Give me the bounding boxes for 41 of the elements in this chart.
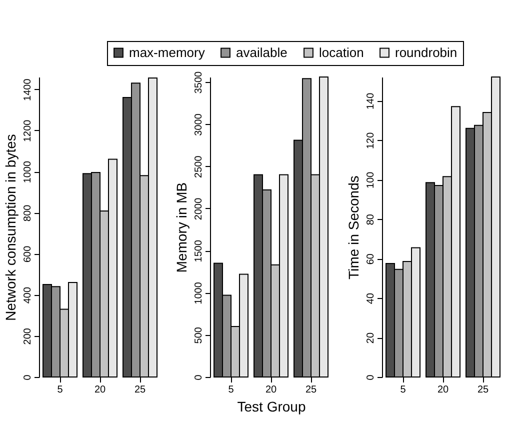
x-axis-title: Test Group <box>237 398 306 414</box>
y-tick-label: 400 <box>22 286 34 304</box>
y-tick-label: 1400 <box>22 78 34 101</box>
y-tick-label: 140 <box>366 92 376 110</box>
y-axis-title: Memory in MB <box>174 182 190 273</box>
legend-label: max-memory <box>129 44 206 60</box>
y-tick-label: 0 <box>366 374 376 380</box>
y-tick-label: 80 <box>366 214 376 226</box>
y-tick-label: 600 <box>22 245 34 263</box>
y-tick-label: 2500 <box>194 155 204 178</box>
y-axis-title: Network consumption in bytes <box>2 134 18 321</box>
x-tick-label: 20 <box>437 384 449 396</box>
y-tick-label: 20 <box>366 332 376 344</box>
x-tick-label: 5 <box>228 384 234 396</box>
x-tick-label: 25 <box>134 384 146 396</box>
y-tick-label: 3500 <box>194 70 204 94</box>
y-tick-label: 1200 <box>22 119 34 142</box>
y-tick-label: 200 <box>22 328 34 345</box>
legend-label: roundrobin <box>395 44 458 60</box>
y-tick-label: 120 <box>366 132 376 149</box>
y-tick-label: 800 <box>22 204 34 222</box>
x-tick-label: 5 <box>400 384 406 396</box>
y-tick-label: 3000 <box>194 113 204 136</box>
y-axis-title: Time in Seconds <box>346 176 362 280</box>
y-tick-label: 1000 <box>194 282 204 304</box>
x-tick-label: 25 <box>305 384 317 396</box>
y-tick-label: 40 <box>366 292 376 304</box>
y-tick-label: 0 <box>22 374 34 380</box>
x-tick-label: 20 <box>265 384 277 396</box>
y-tick-label: 100 <box>366 171 376 188</box>
x-tick-label: 20 <box>94 384 106 396</box>
x-tick-label: 25 <box>477 384 489 396</box>
y-tick-label: 500 <box>194 326 204 344</box>
legend-label: available <box>236 44 288 60</box>
y-tick-label: 1500 <box>194 240 204 262</box>
y-tick-label: 60 <box>366 253 376 265</box>
y-tick-label: 0 <box>194 374 204 380</box>
legend-label: location <box>319 44 364 60</box>
x-tick-label: 5 <box>57 384 64 396</box>
y-tick-label: 1000 <box>22 160 34 184</box>
y-tick-label: 2000 <box>194 197 204 220</box>
